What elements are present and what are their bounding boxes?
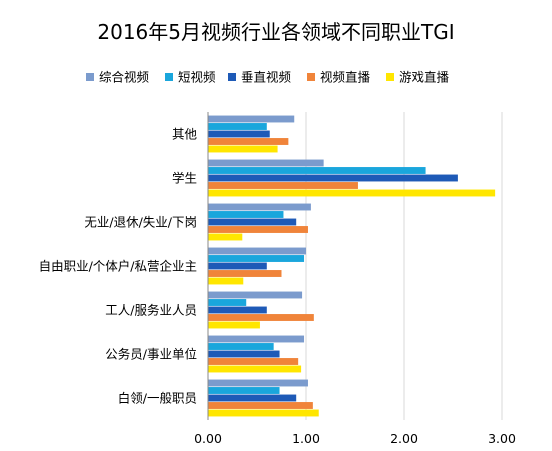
bar bbox=[208, 321, 260, 329]
bar bbox=[208, 306, 267, 314]
category-labels: 其他学生无业/退休/失业/下岗自由职业/个体户/私营企业主工人/服务业人员公务员… bbox=[39, 127, 198, 406]
bar bbox=[208, 233, 243, 241]
bar bbox=[208, 409, 319, 417]
category-label: 其他 bbox=[172, 127, 198, 142]
x-tick-labels: 0.00 1.00 2.00 3.00 bbox=[194, 431, 516, 446]
legend-label: 游戏直播 bbox=[399, 70, 450, 85]
bar bbox=[208, 174, 458, 182]
x-tick-label: 2.00 bbox=[390, 431, 418, 446]
bar bbox=[208, 387, 280, 394]
bar bbox=[208, 365, 302, 373]
legend-swatch bbox=[386, 73, 394, 81]
legend-label: 综合视频 bbox=[99, 70, 150, 85]
legend-swatch bbox=[165, 73, 173, 81]
bar bbox=[208, 343, 274, 350]
category-label: 白领/一般职员 bbox=[118, 391, 197, 406]
bar bbox=[208, 402, 313, 409]
legend-item: 垂直视频 bbox=[228, 70, 292, 85]
category-label: 工人/服务业人员 bbox=[105, 303, 197, 318]
legend-swatch bbox=[228, 73, 236, 81]
bar bbox=[208, 270, 282, 277]
x-tick-label: 3.00 bbox=[488, 431, 516, 446]
bar bbox=[208, 379, 308, 387]
legend-label: 垂直视频 bbox=[241, 70, 292, 85]
category-label: 公务员/事业单位 bbox=[105, 347, 197, 362]
category-label: 无业/退休/失业/下岗 bbox=[84, 215, 197, 230]
bar bbox=[208, 145, 278, 153]
chart-title: 2016年5月视频行业各领域不同职业TGI bbox=[97, 20, 454, 44]
bar bbox=[208, 358, 299, 365]
bar bbox=[208, 350, 280, 358]
legend-swatch bbox=[86, 73, 94, 81]
bar bbox=[208, 211, 284, 218]
category-label: 学生 bbox=[172, 171, 197, 186]
bar bbox=[208, 218, 297, 226]
bar bbox=[208, 314, 314, 321]
legend-swatch bbox=[307, 73, 315, 81]
x-tick-label: 0.00 bbox=[194, 431, 222, 446]
bar bbox=[208, 203, 311, 211]
legend-item: 游戏直播 bbox=[386, 70, 450, 85]
legend-item: 短视频 bbox=[165, 70, 216, 85]
bar bbox=[208, 291, 303, 299]
bar bbox=[208, 123, 267, 130]
bar bbox=[208, 277, 244, 285]
bar bbox=[208, 335, 305, 343]
bar bbox=[208, 247, 306, 255]
bar bbox=[208, 226, 308, 233]
bar bbox=[208, 130, 270, 138]
legend-label: 短视频 bbox=[178, 70, 216, 85]
bar bbox=[208, 138, 289, 145]
bar bbox=[208, 255, 305, 262]
x-tick-label: 1.00 bbox=[292, 431, 320, 446]
bar bbox=[208, 394, 297, 402]
legend-item: 视频直播 bbox=[307, 70, 371, 85]
bars bbox=[208, 115, 496, 417]
legend-label: 视频直播 bbox=[320, 70, 371, 85]
bar bbox=[208, 167, 426, 174]
bar bbox=[208, 299, 247, 306]
category-label: 自由职业/个体户/私营企业主 bbox=[39, 259, 197, 274]
legend-item: 综合视频 bbox=[86, 70, 150, 85]
bar bbox=[208, 182, 358, 189]
bar bbox=[208, 189, 496, 197]
bar bbox=[208, 262, 267, 270]
bar bbox=[208, 115, 295, 123]
bar bbox=[208, 159, 324, 167]
legend: 综合视频 短视频 垂直视频 视频直播 游戏直播 bbox=[86, 70, 450, 85]
